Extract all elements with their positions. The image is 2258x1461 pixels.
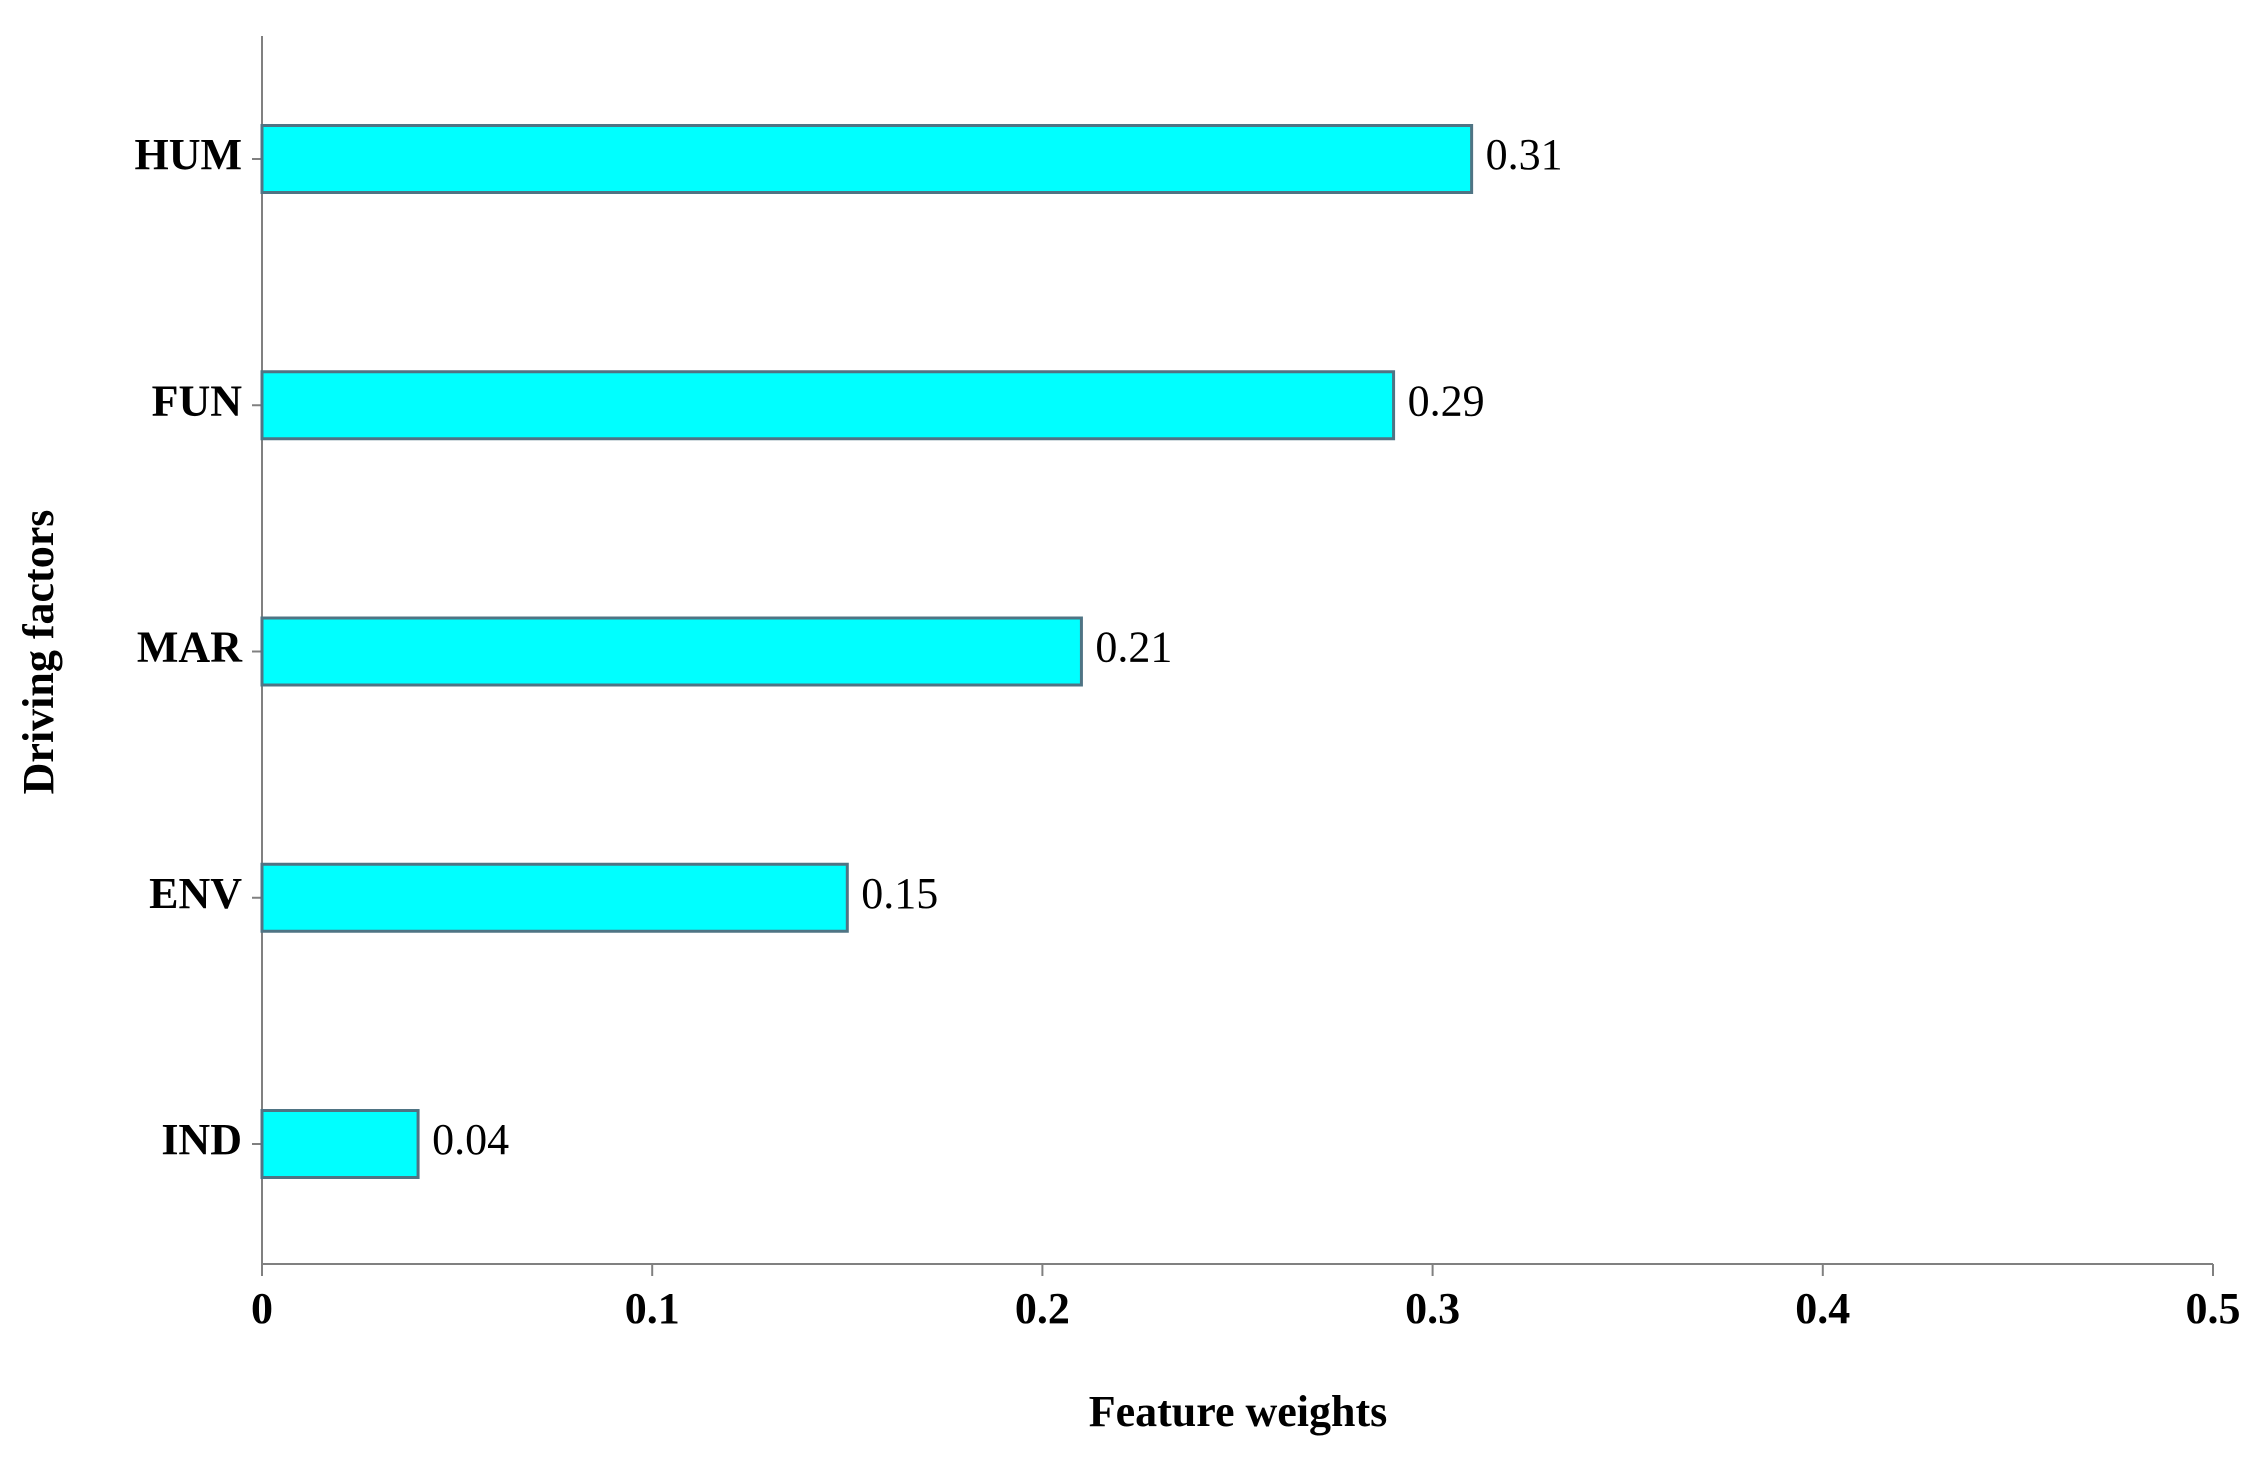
x-tick-label: 0 — [251, 1284, 273, 1333]
y-tick-label: HUM — [134, 130, 242, 179]
x-axis-label: Feature weights — [1089, 1387, 1388, 1436]
x-tick-label: 0.4 — [1795, 1284, 1850, 1333]
bar — [260, 370, 1396, 441]
y-tick-label: ENV — [149, 869, 242, 918]
data-label: 0.04 — [432, 1115, 509, 1164]
y-axis-label: Driving factors — [14, 510, 63, 795]
bar — [260, 862, 849, 933]
y-tick-label: MAR — [137, 623, 243, 672]
bar — [260, 124, 1474, 194]
x-tick-label: 0.2 — [1015, 1284, 1070, 1333]
bar — [260, 616, 1083, 687]
y-tick-label: FUN — [152, 376, 243, 425]
x-tick-label: 0.5 — [2186, 1284, 2241, 1333]
x-tick-label: 0.1 — [625, 1284, 680, 1333]
data-label: 0.31 — [1486, 130, 1563, 179]
x-tick-label: 0.3 — [1405, 1284, 1460, 1333]
y-tick-label: IND — [161, 1115, 242, 1164]
data-label: 0.29 — [1408, 376, 1485, 425]
data-label: 0.21 — [1095, 623, 1172, 672]
data-label: 0.15 — [861, 869, 938, 918]
bar — [260, 1109, 420, 1179]
